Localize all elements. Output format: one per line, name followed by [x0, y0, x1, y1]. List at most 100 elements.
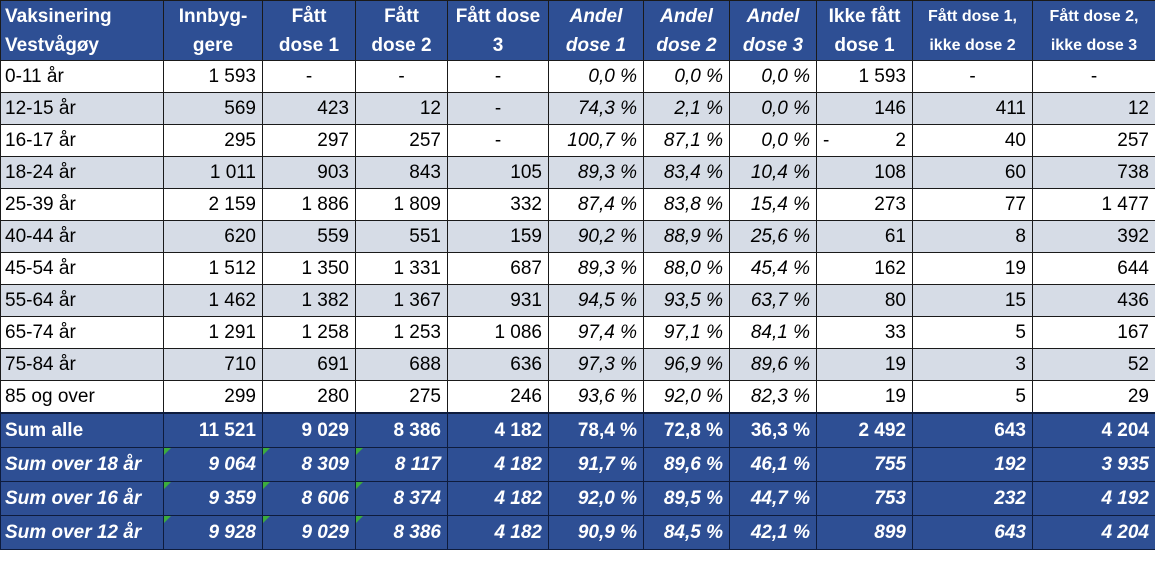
table-cell[interactable]: 411 [912, 92, 1033, 125]
table-cell[interactable]: 80 [816, 284, 913, 317]
table-cell[interactable]: 159 [447, 220, 549, 253]
table-cell[interactable]: 299 [163, 380, 263, 414]
table-cell[interactable]: 295 [163, 124, 263, 157]
table-cell[interactable]: 687 [447, 252, 549, 285]
summary-cell[interactable]: 84,5 % [643, 515, 730, 550]
table-cell[interactable]: 15,4 % [729, 188, 817, 221]
row-label-cell[interactable]: 25-39 år [0, 188, 164, 221]
table-cell[interactable]: 931 [447, 284, 549, 317]
table-cell[interactable]: -2 [816, 124, 913, 157]
summary-cell[interactable]: 4 204 [1032, 515, 1155, 550]
header-cell-population[interactable]: Innbyg-gere [163, 0, 263, 61]
header-cell-dose1[interactable]: Fått dose 1 [262, 0, 356, 61]
summary-cell[interactable]: 4 192 [1032, 481, 1155, 516]
table-cell[interactable]: 5 [912, 380, 1033, 414]
header-cell-dose1-not-dose2[interactable]: Fått dose 1, ikke dose 2 [912, 0, 1033, 61]
summary-cell[interactable]: 8 374 [355, 481, 448, 516]
table-cell[interactable]: 636 [447, 348, 549, 381]
summary-cell[interactable]: 192 [912, 447, 1033, 482]
table-cell[interactable]: 52 [1032, 348, 1155, 381]
table-cell[interactable]: 0,0 % [643, 60, 730, 93]
table-cell[interactable]: 162 [816, 252, 913, 285]
table-cell[interactable]: 19 [912, 252, 1033, 285]
table-cell[interactable]: 1 291 [163, 316, 263, 349]
table-cell[interactable]: 0,0 % [729, 124, 817, 157]
summary-cell[interactable]: 4 182 [447, 412, 549, 448]
table-cell[interactable]: 436 [1032, 284, 1155, 317]
summary-cell[interactable]: 8 309 [262, 447, 356, 482]
table-cell[interactable]: 1 462 [163, 284, 263, 317]
table-cell[interactable]: 1 382 [262, 284, 356, 317]
header-cell-dose2-not-dose3[interactable]: Fått dose 2, ikke dose 3 [1032, 0, 1155, 61]
table-cell[interactable]: - [262, 60, 356, 93]
table-cell[interactable]: 1 350 [262, 252, 356, 285]
table-cell[interactable]: 551 [355, 220, 448, 253]
summary-cell[interactable]: 232 [912, 481, 1033, 516]
summary-label-cell[interactable]: Sum over 16 år [0, 481, 164, 516]
summary-cell[interactable]: 8 606 [262, 481, 356, 516]
table-cell[interactable]: 77 [912, 188, 1033, 221]
summary-cell[interactable]: 643 [912, 412, 1033, 448]
header-cell-no-dose1[interactable]: Ikke fått dose 1 [816, 0, 913, 61]
summary-cell[interactable]: 9 928 [163, 515, 263, 550]
summary-cell[interactable]: 90,9 % [548, 515, 644, 550]
table-cell[interactable]: 843 [355, 156, 448, 189]
table-cell[interactable]: 1 809 [355, 188, 448, 221]
table-cell[interactable]: 1 367 [355, 284, 448, 317]
header-cell-share-dose2[interactable]: Andel dose 2 [643, 0, 730, 61]
table-cell[interactable]: 15 [912, 284, 1033, 317]
table-cell[interactable]: - [447, 92, 549, 125]
table-cell[interactable]: 92,0 % [643, 380, 730, 414]
table-cell[interactable]: 97,1 % [643, 316, 730, 349]
row-label-cell[interactable]: 75-84 år [0, 348, 164, 381]
table-cell[interactable]: 105 [447, 156, 549, 189]
table-cell[interactable]: 96,9 % [643, 348, 730, 381]
summary-cell[interactable]: 9 029 [262, 412, 356, 448]
header-cell-dose2[interactable]: Fått dose 2 [355, 0, 448, 61]
table-cell[interactable]: 93,5 % [643, 284, 730, 317]
table-cell[interactable]: 0,0 % [548, 60, 644, 93]
table-cell[interactable]: - [1032, 60, 1155, 93]
summary-cell[interactable]: 36,3 % [729, 412, 817, 448]
summary-label-cell[interactable]: Sum over 12 år [0, 515, 164, 550]
table-cell[interactable]: 40 [912, 124, 1033, 157]
table-cell[interactable]: 903 [262, 156, 356, 189]
table-cell[interactable]: 108 [816, 156, 913, 189]
table-cell[interactable]: 87,1 % [643, 124, 730, 157]
table-cell[interactable]: - [912, 60, 1033, 93]
row-label-cell[interactable]: 0-11 år [0, 60, 164, 93]
row-label-cell[interactable]: 55-64 år [0, 284, 164, 317]
summary-cell[interactable]: 3 935 [1032, 447, 1155, 482]
table-cell[interactable]: 97,4 % [548, 316, 644, 349]
table-cell[interactable]: 273 [816, 188, 913, 221]
table-cell[interactable]: 87,4 % [548, 188, 644, 221]
row-label-cell[interactable]: 85 og over [0, 380, 164, 414]
table-cell[interactable]: 5 [912, 316, 1033, 349]
summary-cell[interactable]: 899 [816, 515, 913, 550]
table-cell[interactable]: 60 [912, 156, 1033, 189]
summary-cell[interactable]: 91,7 % [548, 447, 644, 482]
table-cell[interactable]: - [447, 124, 549, 157]
table-cell[interactable]: 1 593 [816, 60, 913, 93]
table-cell[interactable]: 10,4 % [729, 156, 817, 189]
table-cell[interactable]: 12 [355, 92, 448, 125]
summary-cell[interactable]: 2 492 [816, 412, 913, 448]
table-cell[interactable]: 691 [262, 348, 356, 381]
table-cell[interactable]: 297 [262, 124, 356, 157]
summary-cell[interactable]: 4 182 [447, 447, 549, 482]
table-cell[interactable]: 12 [1032, 92, 1155, 125]
summary-cell[interactable]: 46,1 % [729, 447, 817, 482]
table-cell[interactable]: 83,8 % [643, 188, 730, 221]
header-cell-group[interactable]: Vaksinering Vestvågøy [0, 0, 164, 61]
table-cell[interactable]: 246 [447, 380, 549, 414]
table-cell[interactable]: 84,1 % [729, 316, 817, 349]
summary-cell[interactable]: 9 064 [163, 447, 263, 482]
table-cell[interactable]: 61 [816, 220, 913, 253]
table-cell[interactable]: 1 258 [262, 316, 356, 349]
summary-cell[interactable]: 9 359 [163, 481, 263, 516]
summary-cell[interactable]: 753 [816, 481, 913, 516]
row-label-cell[interactable]: 18-24 år [0, 156, 164, 189]
table-cell[interactable]: 1 886 [262, 188, 356, 221]
table-cell[interactable]: 3 [912, 348, 1033, 381]
table-cell[interactable]: 280 [262, 380, 356, 414]
